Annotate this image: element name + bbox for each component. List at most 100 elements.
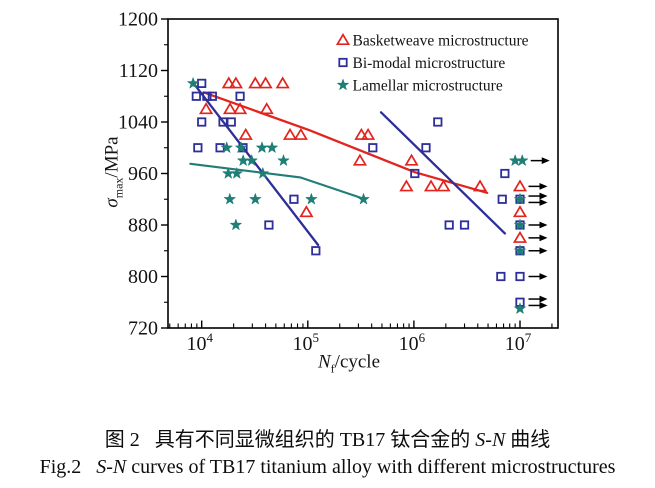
lamellar-point	[305, 193, 318, 205]
runout-arrow-head	[541, 157, 550, 165]
runout-arrow-head	[539, 182, 548, 190]
basketweave-point	[399, 179, 414, 192]
lamellar-point	[187, 77, 199, 89]
y-axis-label: σmax/MPa	[102, 136, 127, 207]
basketweave-point	[512, 205, 528, 218]
bimodal-point	[191, 91, 201, 101]
runout-arrow-head	[539, 234, 548, 242]
lamellar-point	[357, 193, 370, 205]
runout-arrow-head	[539, 273, 548, 280]
bimodal-point	[264, 220, 274, 230]
runout-arrow-head	[539, 192, 548, 200]
basketweave-point	[199, 102, 214, 115]
legend-label-bimodal: Bi-modal microstructure	[353, 55, 506, 72]
caption-chinese-text: 具有不同显微组织的 TB17 钛合金的	[154, 429, 476, 451]
x-axis-subscript: f	[330, 361, 335, 376]
basketweave-point	[232, 102, 248, 115]
x-tick-label: 105	[293, 330, 320, 355]
runout-arrow-head	[539, 302, 548, 309]
bimodal-point	[193, 143, 203, 153]
basketweave-point	[282, 127, 298, 140]
lamellar-point	[277, 154, 290, 166]
sn-chart-plot: 1200 1120 1040 960 880 800 720 104 105 106 107 Bask…	[118, 9, 559, 355]
lamellar-runout-point	[516, 154, 529, 166]
lamellar-point	[514, 302, 526, 314]
runout-arrow-head	[539, 247, 548, 255]
lamellar-point	[230, 218, 242, 230]
lamellar-point	[237, 154, 249, 166]
basketweave-point	[275, 76, 290, 89]
caption-chinese-tail: 曲线	[505, 429, 551, 451]
caption-english-number: Fig.2	[39, 456, 82, 478]
runout-arrow-head	[539, 199, 548, 206]
y-tick-label: 960	[128, 163, 158, 185]
bimodal-point	[311, 246, 321, 256]
y-axis-subscript: max	[111, 177, 126, 199]
basketweave-point	[436, 179, 451, 192]
lamellar-point	[257, 167, 269, 179]
y-tick-label: 1120	[119, 60, 158, 82]
basketweave-point	[352, 153, 368, 166]
x-tick-label: 104	[186, 330, 213, 355]
bimodal-point	[289, 194, 299, 204]
lamellar-runout-point	[514, 218, 526, 230]
y-tick-label: 880	[128, 215, 158, 237]
lamellar-point	[245, 154, 258, 166]
bimodal-point	[433, 117, 443, 127]
runout-arrow-head	[539, 221, 548, 229]
x-tick-label: 106	[399, 330, 426, 355]
bimodal-fit-line	[191, 81, 320, 247]
bimodal-fit-line	[379, 111, 507, 235]
lamellar-runout-point	[514, 244, 526, 256]
caption-chinese-number: 图 2	[104, 429, 140, 451]
y-tick-label: 800	[128, 266, 158, 288]
basketweave-legend-marker	[335, 33, 351, 46]
bimodal-point	[496, 271, 506, 282]
y-axis-symbol: σ	[101, 198, 123, 208]
basketweave-point	[248, 76, 263, 89]
bimodal-point	[226, 117, 236, 127]
basketweave-point	[221, 76, 236, 89]
runout-arrow-head	[539, 295, 548, 303]
lamellar-point	[256, 141, 268, 153]
basketweave-point	[259, 102, 274, 115]
lamellar-point	[235, 141, 247, 153]
y-tick-label: 1040	[118, 112, 158, 134]
bimodal-legend-marker	[338, 57, 348, 68]
lamellar-fit-line	[189, 162, 363, 200]
lamellar-point	[220, 141, 233, 153]
bimodal-point	[368, 143, 378, 153]
bimodal-point	[197, 78, 207, 88]
bimodal-point	[500, 168, 510, 179]
caption-english-tail: curves of TB17 titanium alloy with diffe…	[126, 456, 616, 478]
basketweave-point	[293, 127, 308, 140]
caption-english: Fig.2 S-N curves of TB17 titanium alloy w…	[0, 456, 655, 479]
x-axis-symbol: N	[317, 351, 331, 373]
bimodal-point	[497, 194, 507, 204]
lamellar-legend-marker	[337, 78, 349, 90]
y-tick-label: 1200	[118, 9, 158, 31]
bimodal-runout-point	[515, 271, 525, 282]
legend-label-basketweave: Basketweave microstructure	[353, 33, 529, 50]
lamellar-runout-point	[514, 193, 526, 205]
bimodal-point	[410, 168, 420, 179]
caption-chinese-sn: S-N	[475, 429, 506, 451]
legend-label-lamellar: Lamellar microstructure	[353, 78, 503, 95]
x-axis-unit: /cycle	[334, 351, 381, 373]
bimodal-point	[421, 143, 431, 153]
bimodal-point	[197, 117, 207, 127]
x-tick-label: 107	[505, 330, 532, 355]
caption-english-sn: S-N	[96, 456, 127, 478]
basketweave-runout-point	[512, 230, 528, 243]
lamellar-point	[230, 167, 243, 179]
x-axis-label: Nf/cycle	[318, 352, 380, 377]
bimodal-point	[215, 143, 225, 153]
bimodal-point	[235, 91, 245, 101]
lamellar-point	[266, 141, 278, 153]
lamellar-point	[223, 193, 236, 205]
lamellar-point	[249, 193, 262, 205]
y-tick-label: 720	[128, 318, 158, 340]
basketweave-point	[258, 76, 273, 89]
caption-chinese: 图 2 具有不同显微组织的 TB17 钛合金的 S-N 曲线	[0, 423, 655, 452]
